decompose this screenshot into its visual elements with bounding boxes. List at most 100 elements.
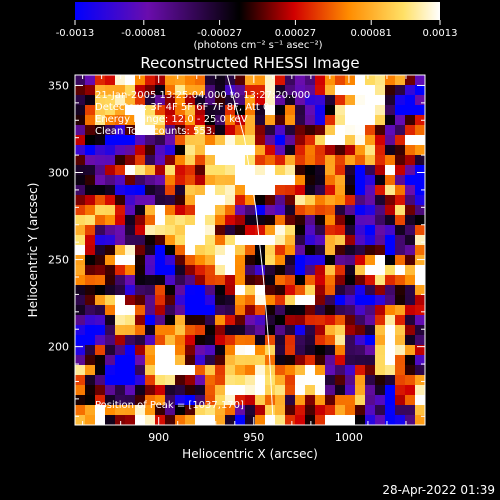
- heatmap-cell: [75, 245, 86, 256]
- heatmap-cell: [245, 105, 256, 116]
- heatmap-cell: [205, 185, 216, 196]
- heatmap-cell: [95, 395, 106, 406]
- heatmap-cell: [385, 325, 396, 336]
- heatmap-cell: [385, 195, 396, 206]
- heatmap-cell: [105, 375, 116, 386]
- heatmap-cell: [285, 145, 296, 156]
- heatmap-cell: [415, 155, 425, 166]
- heatmap-cell: [115, 235, 126, 246]
- heatmap-cell: [395, 305, 406, 316]
- heatmap-cell: [135, 225, 146, 236]
- heatmap-cell: [415, 305, 425, 316]
- heatmap-cell: [345, 345, 356, 356]
- heatmap-cell: [385, 335, 396, 346]
- heatmap-cell: [235, 175, 246, 186]
- heatmap-cell: [355, 155, 366, 166]
- heatmap-cell: [325, 335, 336, 346]
- heatmap-cell: [175, 165, 186, 176]
- heatmap-cell: [145, 115, 156, 126]
- heatmap-cell: [235, 95, 246, 106]
- heatmap-cell: [245, 235, 256, 246]
- heatmap-cell: [405, 325, 416, 336]
- heatmap-cell: [265, 235, 276, 246]
- heatmap-cell: [245, 115, 256, 126]
- heatmap-cell: [355, 305, 366, 316]
- heatmap-cell: [105, 385, 116, 396]
- heatmap-cell: [385, 255, 396, 266]
- heatmap-cell: [375, 125, 386, 136]
- heatmap-cell: [265, 225, 276, 236]
- heatmap-cell: [365, 235, 376, 246]
- heatmap-cell: [355, 375, 366, 386]
- heatmap-cell: [385, 105, 396, 116]
- heatmap-cell: [315, 255, 326, 266]
- heatmap-cell: [175, 355, 186, 366]
- heatmap-cell: [205, 265, 216, 276]
- heatmap-cell: [355, 165, 366, 176]
- heatmap-cell: [205, 205, 216, 216]
- heatmap-cell: [255, 415, 266, 425]
- heatmap-cell: [405, 125, 416, 136]
- heatmap-cell: [255, 155, 266, 166]
- heatmap-cell: [255, 145, 266, 156]
- heatmap-cell: [315, 265, 326, 276]
- heatmap-cell: [215, 195, 226, 206]
- heatmap-cell: [355, 145, 366, 156]
- heatmap-cell: [215, 305, 226, 316]
- heatmap-cell: [345, 105, 356, 116]
- heatmap-cell: [375, 225, 386, 236]
- heatmap-cell: [235, 295, 246, 306]
- heatmap-cell: [225, 245, 236, 256]
- heatmap-cell: [325, 395, 336, 406]
- heatmap-cell: [155, 175, 166, 186]
- heatmap-cell: [335, 355, 346, 366]
- heatmap-cell: [165, 375, 176, 386]
- heatmap-cell: [105, 155, 116, 166]
- heatmap-cell: [225, 265, 236, 276]
- heatmap-cell: [285, 165, 296, 176]
- heatmap-cell: [95, 85, 106, 96]
- heatmap-cell: [175, 365, 186, 376]
- heatmap-cell: [125, 285, 136, 296]
- heatmap-cell: [145, 75, 156, 86]
- heatmap-cell: [255, 185, 266, 196]
- heatmap-cell: [235, 365, 246, 376]
- heatmap-cell: [255, 205, 266, 216]
- heatmap-cell: [405, 105, 416, 116]
- heatmap-cell: [415, 175, 425, 186]
- heatmap-cell: [405, 375, 416, 386]
- heatmap-cell: [165, 275, 176, 286]
- heatmap-cell: [155, 415, 166, 425]
- heatmap-cell: [95, 95, 106, 106]
- heatmap-cell: [235, 195, 246, 206]
- heatmap-cell: [285, 265, 296, 276]
- heatmap-cell: [245, 195, 256, 206]
- heatmap-cell: [345, 215, 356, 226]
- heatmap-cell: [275, 75, 286, 86]
- heatmap-cell: [245, 315, 256, 326]
- heatmap-cell: [325, 235, 336, 246]
- heatmap-cell: [405, 215, 416, 226]
- heatmap-cell: [225, 345, 236, 356]
- heatmap-cell: [315, 285, 326, 296]
- heatmap-cell: [85, 225, 96, 236]
- heatmap-cell: [95, 145, 106, 156]
- heatmap-cell: [155, 85, 166, 96]
- heatmap-cell: [105, 165, 116, 176]
- heatmap-cell: [115, 315, 126, 326]
- heatmap-cell: [415, 335, 425, 346]
- heatmap-cell: [365, 245, 376, 256]
- heatmap-cell: [305, 235, 316, 246]
- heatmap-cell: [235, 185, 246, 196]
- heatmap-cell: [205, 75, 216, 86]
- heatmap-cell: [195, 235, 206, 246]
- heatmap-cell: [325, 405, 336, 416]
- heatmap-cell: [375, 105, 386, 116]
- heatmap-cell: [85, 325, 96, 336]
- heatmap-cell: [235, 385, 246, 396]
- heatmap-cell: [105, 305, 116, 316]
- heatmap-cell: [235, 125, 246, 136]
- heatmap-cell: [75, 275, 86, 286]
- heatmap-cell: [335, 85, 346, 96]
